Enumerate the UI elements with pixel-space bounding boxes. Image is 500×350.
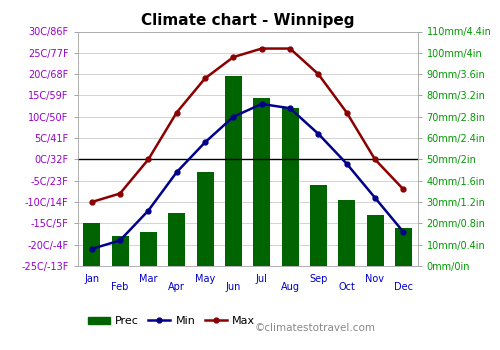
Bar xyxy=(140,232,157,266)
Text: Oct: Oct xyxy=(338,282,355,292)
Text: Jul: Jul xyxy=(256,274,268,284)
Text: Dec: Dec xyxy=(394,282,413,292)
Text: ©climatestotravel.com: ©climatestotravel.com xyxy=(254,323,376,333)
Bar xyxy=(112,236,128,266)
Text: Jun: Jun xyxy=(226,282,241,292)
Bar xyxy=(366,215,384,266)
Bar xyxy=(310,185,327,266)
Bar xyxy=(395,228,412,266)
Bar xyxy=(83,223,100,266)
Text: Jan: Jan xyxy=(84,274,99,284)
Bar xyxy=(225,76,242,266)
Text: Sep: Sep xyxy=(309,274,328,284)
Text: Nov: Nov xyxy=(366,274,384,284)
Bar xyxy=(253,98,270,266)
Text: Aug: Aug xyxy=(280,282,299,292)
Text: Feb: Feb xyxy=(112,282,128,292)
Bar xyxy=(338,200,355,266)
Title: Climate chart - Winnipeg: Climate chart - Winnipeg xyxy=(141,13,354,28)
Text: Apr: Apr xyxy=(168,282,185,292)
Legend: Prec, Min, Max: Prec, Min, Max xyxy=(83,312,260,331)
Bar xyxy=(196,172,214,266)
Text: May: May xyxy=(195,274,215,284)
Bar xyxy=(168,213,185,266)
Text: Mar: Mar xyxy=(139,274,158,284)
Bar xyxy=(282,108,298,266)
